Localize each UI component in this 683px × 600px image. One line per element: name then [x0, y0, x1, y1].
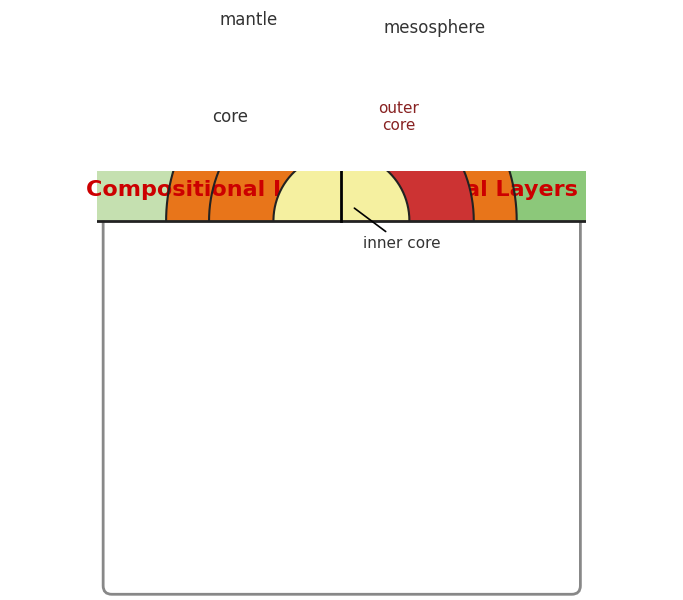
Wedge shape	[5, 0, 678, 221]
Text: Mechanical Layers: Mechanical Layers	[347, 180, 578, 200]
Text: oceanic crust: oceanic crust	[0, 599, 1, 600]
Text: aesthenosphere: aesthenosphere	[0, 599, 1, 600]
FancyBboxPatch shape	[103, 176, 581, 594]
Text: Compositional Layers: Compositional Layers	[86, 180, 355, 200]
Wedge shape	[62, 0, 620, 221]
Wedge shape	[166, 46, 517, 221]
Polygon shape	[29, 0, 331, 155]
Text: outer
core: outer core	[378, 101, 419, 133]
Wedge shape	[342, 88, 474, 221]
Wedge shape	[30, 0, 653, 221]
Text: inner core: inner core	[354, 208, 441, 251]
Circle shape	[624, 91, 647, 113]
Wedge shape	[16, 0, 667, 221]
Wedge shape	[273, 153, 409, 221]
Text: lithosphere: lithosphere	[0, 599, 1, 600]
Wedge shape	[342, 0, 620, 221]
Text: mesosphere: mesosphere	[383, 19, 486, 37]
Text: mantle: mantle	[219, 11, 277, 29]
Text: core: core	[212, 108, 249, 126]
Text: continental crust: continental crust	[0, 599, 1, 600]
